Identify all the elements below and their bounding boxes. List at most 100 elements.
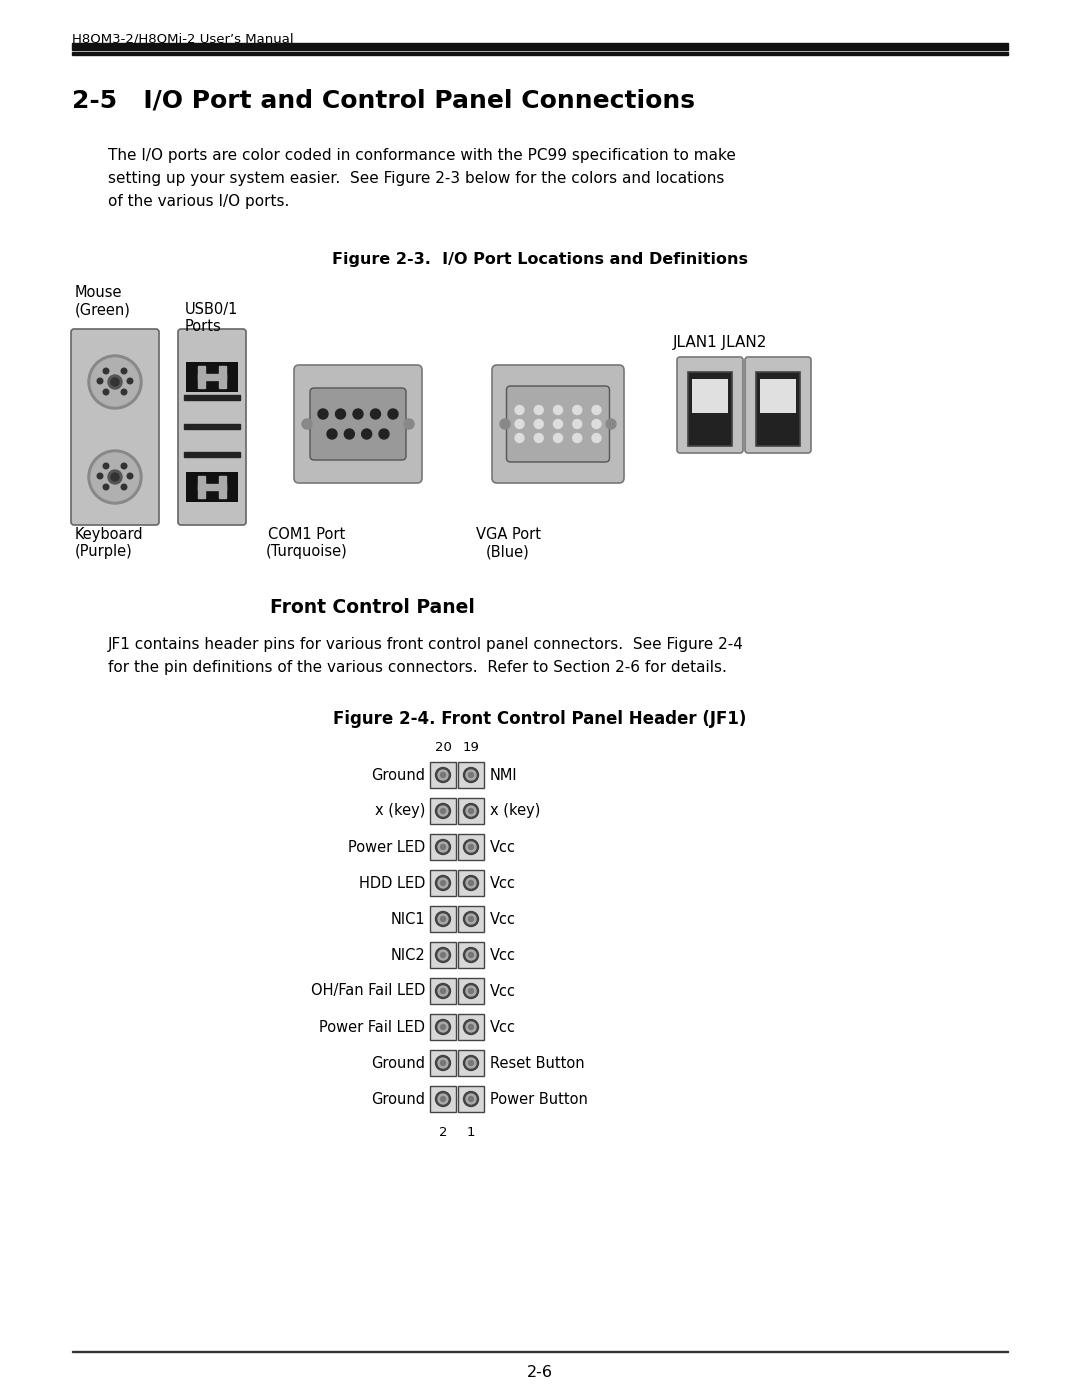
Circle shape	[121, 464, 126, 469]
Bar	[184, 395, 240, 400]
Circle shape	[87, 450, 141, 504]
FancyBboxPatch shape	[178, 330, 246, 525]
Circle shape	[91, 358, 139, 407]
Circle shape	[362, 429, 372, 439]
Circle shape	[469, 916, 473, 922]
Bar	[72, 52, 1008, 54]
Circle shape	[438, 877, 448, 888]
Bar	[430, 907, 456, 932]
Bar	[458, 834, 484, 861]
Text: Vcc: Vcc	[490, 911, 516, 926]
Text: 2-5   I/O Port and Control Panel Connections: 2-5 I/O Port and Control Panel Connectio…	[72, 88, 696, 112]
Circle shape	[438, 770, 448, 780]
Circle shape	[121, 485, 126, 490]
Circle shape	[435, 911, 450, 926]
Text: 20: 20	[434, 740, 451, 754]
Bar	[430, 798, 456, 824]
Circle shape	[554, 433, 563, 443]
Circle shape	[441, 1024, 446, 1030]
Circle shape	[435, 840, 450, 855]
Circle shape	[463, 1091, 478, 1106]
Text: Figure 2-4. Front Control Panel Header (JF1): Figure 2-4. Front Control Panel Header (…	[334, 710, 746, 728]
Circle shape	[435, 876, 450, 890]
Bar	[72, 43, 1008, 50]
Circle shape	[441, 880, 446, 886]
Circle shape	[104, 485, 109, 490]
Text: JLAN1 JLAN2: JLAN1 JLAN2	[673, 335, 768, 351]
FancyBboxPatch shape	[677, 358, 743, 453]
Circle shape	[441, 1060, 446, 1066]
Bar	[184, 425, 240, 429]
Text: Power Button: Power Button	[490, 1091, 588, 1106]
Bar	[430, 1014, 456, 1039]
Text: Vcc: Vcc	[490, 840, 516, 855]
Circle shape	[438, 986, 448, 996]
Bar	[760, 380, 796, 412]
Circle shape	[104, 390, 109, 395]
Circle shape	[572, 419, 582, 429]
Bar	[198, 366, 205, 388]
Circle shape	[435, 767, 450, 782]
Text: HDD LED: HDD LED	[359, 876, 426, 890]
Circle shape	[104, 464, 109, 469]
Circle shape	[435, 983, 450, 999]
Circle shape	[108, 469, 122, 483]
Circle shape	[91, 453, 139, 502]
Text: Mouse
(Green): Mouse (Green)	[75, 285, 131, 317]
Circle shape	[465, 770, 476, 780]
Circle shape	[121, 369, 126, 374]
Circle shape	[469, 880, 473, 886]
Circle shape	[515, 419, 524, 429]
Circle shape	[379, 429, 389, 439]
FancyBboxPatch shape	[294, 365, 422, 483]
Circle shape	[318, 409, 328, 419]
FancyBboxPatch shape	[71, 330, 159, 525]
Circle shape	[463, 983, 478, 999]
Bar	[186, 362, 238, 393]
Circle shape	[438, 914, 448, 923]
Text: 2: 2	[438, 1126, 447, 1139]
Circle shape	[469, 809, 473, 813]
Circle shape	[500, 419, 510, 429]
Text: x (key): x (key)	[375, 803, 426, 819]
Bar	[198, 476, 205, 497]
Circle shape	[435, 1091, 450, 1106]
Text: Vcc: Vcc	[490, 983, 516, 999]
Circle shape	[465, 986, 476, 996]
Circle shape	[554, 419, 563, 429]
Bar	[458, 1051, 484, 1076]
Bar	[219, 366, 226, 388]
Circle shape	[127, 379, 133, 384]
Bar	[692, 380, 728, 412]
Circle shape	[336, 409, 346, 419]
Circle shape	[465, 877, 476, 888]
Text: Power LED: Power LED	[348, 840, 426, 855]
Text: VGA Port
(Blue): VGA Port (Blue)	[475, 527, 540, 559]
Text: 19: 19	[462, 740, 480, 754]
Circle shape	[438, 1094, 448, 1104]
Bar	[458, 978, 484, 1004]
Text: Reset Button: Reset Button	[490, 1056, 584, 1070]
FancyBboxPatch shape	[745, 358, 811, 453]
Text: NIC1: NIC1	[390, 911, 426, 926]
Circle shape	[535, 433, 543, 443]
Circle shape	[97, 379, 103, 384]
Text: NMI: NMI	[490, 767, 517, 782]
Circle shape	[465, 1094, 476, 1104]
Bar	[458, 907, 484, 932]
Bar	[72, 1351, 1008, 1352]
Circle shape	[435, 947, 450, 963]
Circle shape	[441, 989, 446, 993]
Circle shape	[438, 1058, 448, 1067]
Circle shape	[463, 1056, 478, 1070]
Circle shape	[463, 840, 478, 855]
Bar	[430, 1051, 456, 1076]
Circle shape	[469, 845, 473, 849]
Circle shape	[592, 419, 600, 429]
Circle shape	[104, 369, 109, 374]
Text: NIC2: NIC2	[390, 947, 426, 963]
Text: COM1 Port
(Turquoise): COM1 Port (Turquoise)	[266, 527, 348, 559]
FancyBboxPatch shape	[507, 386, 609, 462]
Circle shape	[554, 405, 563, 415]
Circle shape	[435, 803, 450, 819]
